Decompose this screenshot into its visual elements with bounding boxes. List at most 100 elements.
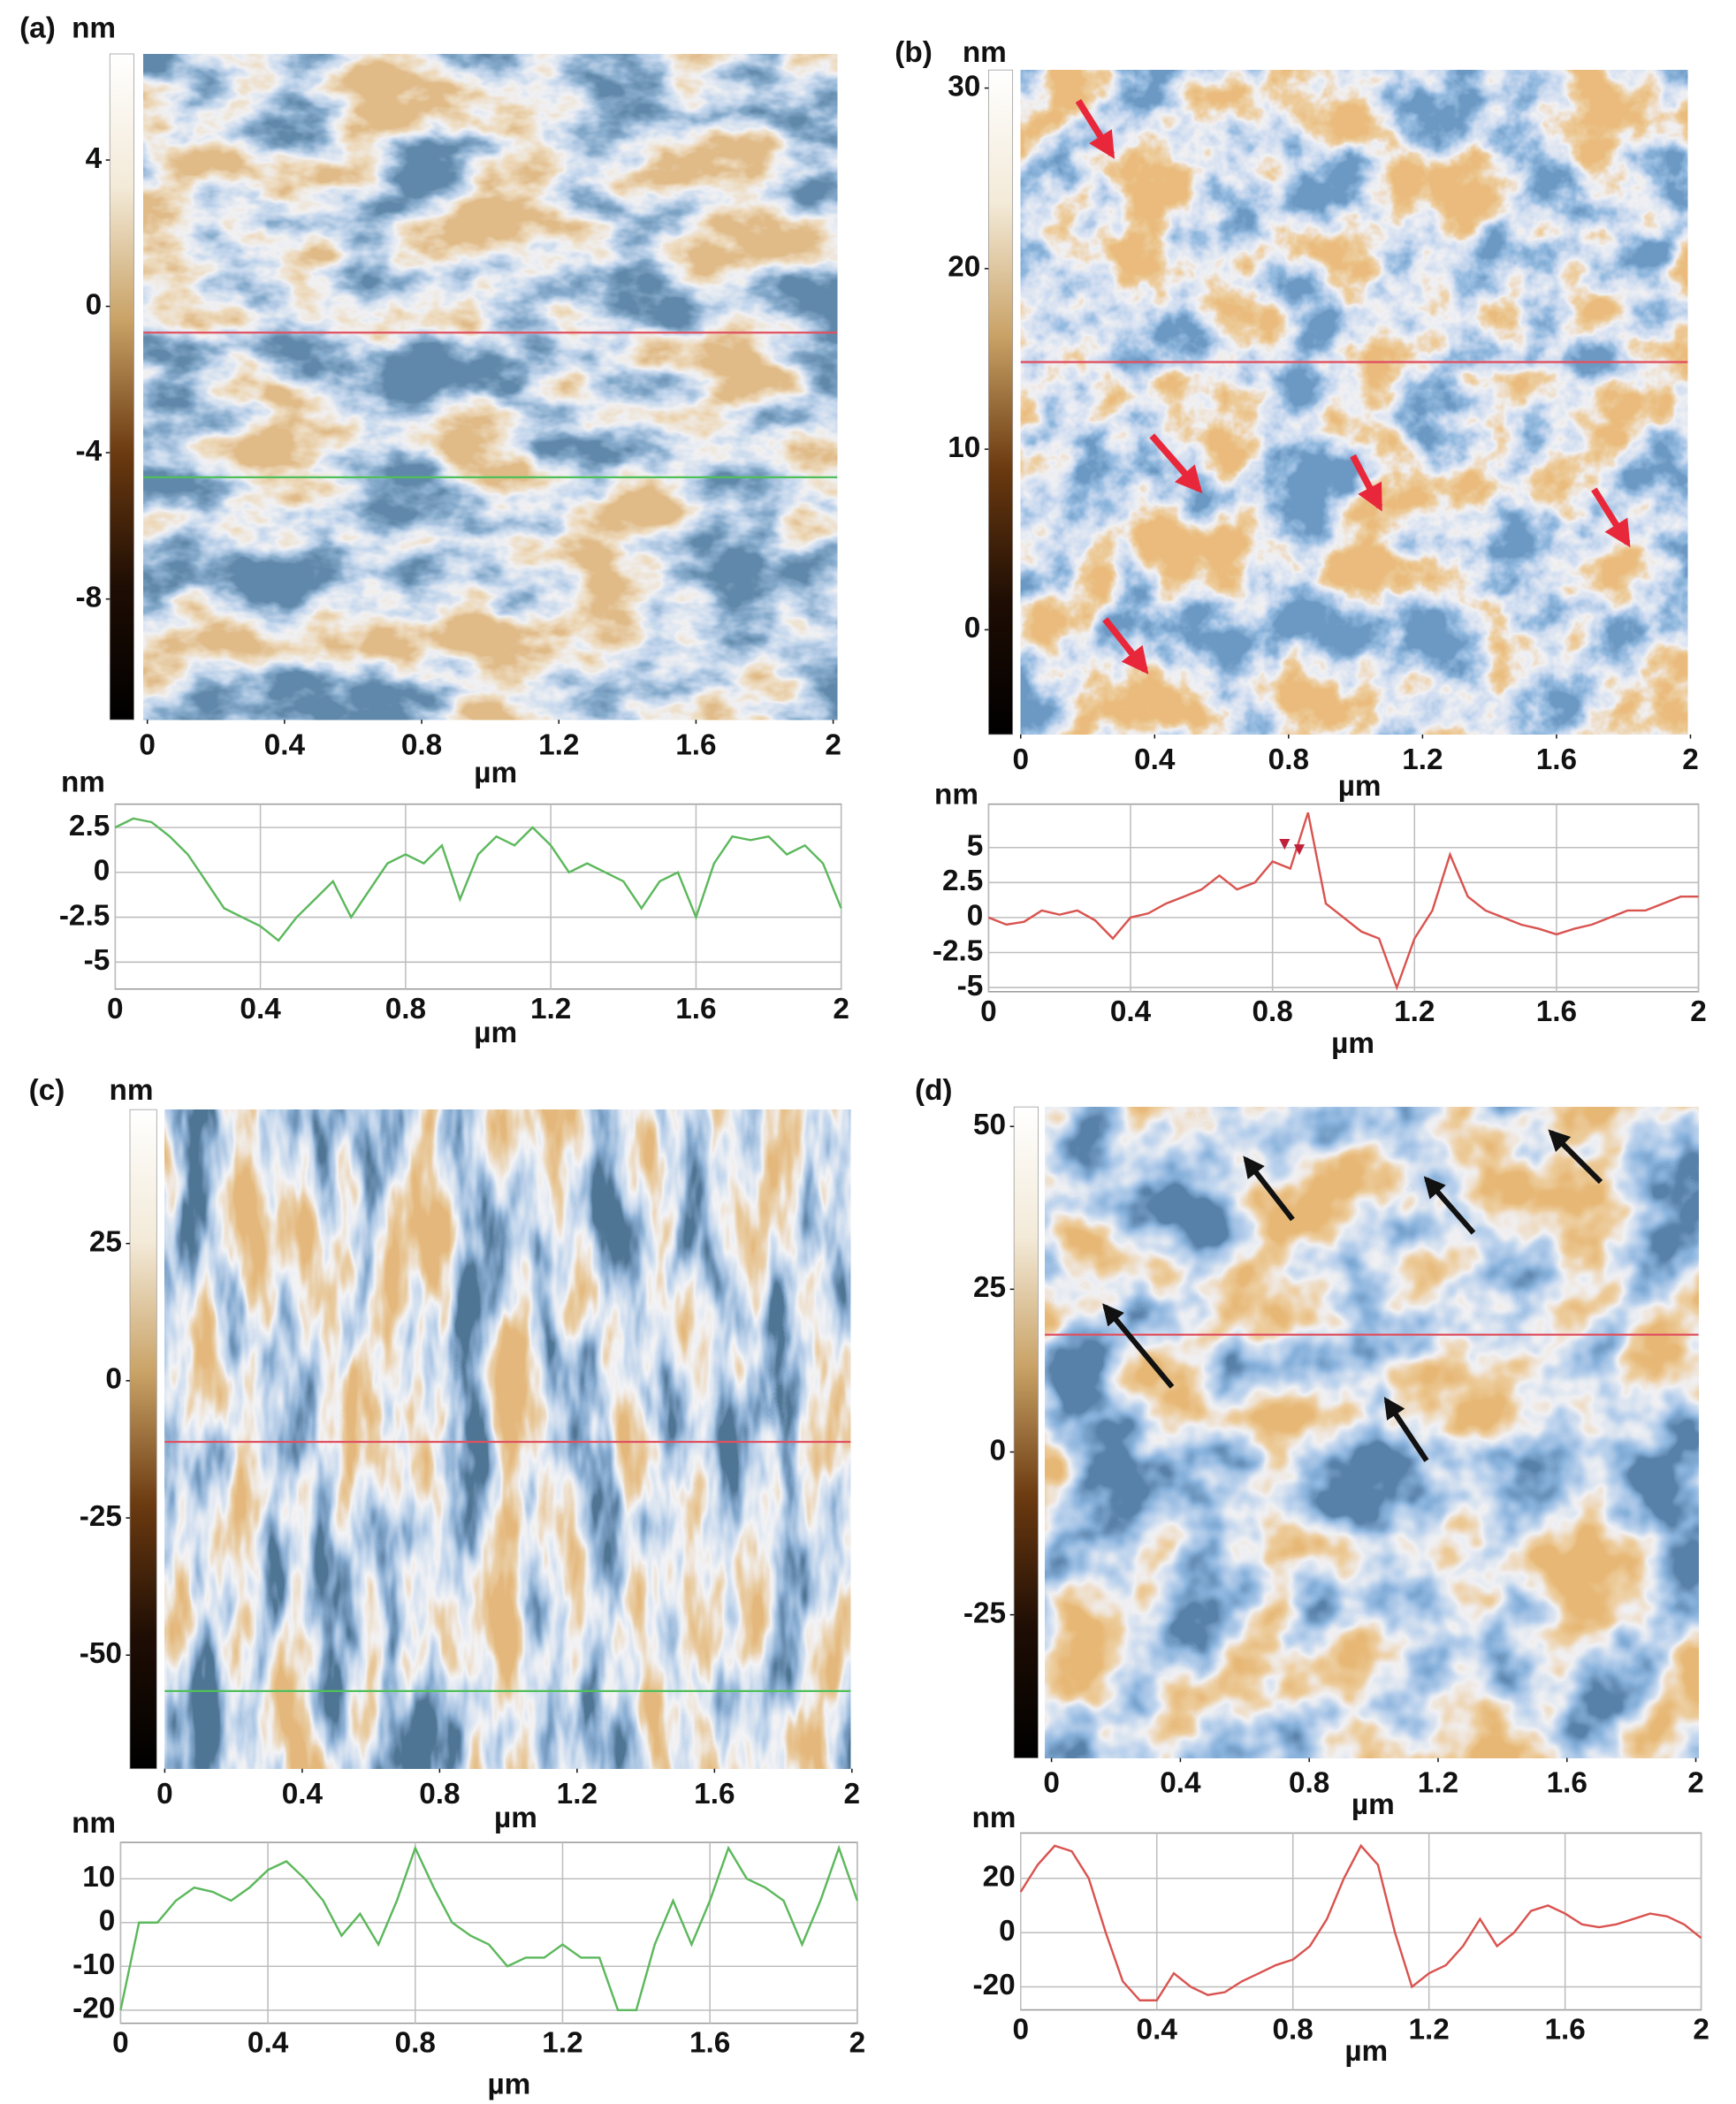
y-axis-label: nm	[72, 1807, 116, 1840]
x-tick-label: 1.2	[1408, 2014, 1449, 2047]
x-tick-label: 0	[1012, 2014, 1029, 2047]
profile-curve	[1019, 1843, 1702, 2001]
annotations	[143, 99, 1699, 1692]
cursor-markers	[1279, 839, 1306, 856]
y-tick-label: 2.5	[942, 865, 983, 897]
y-axis-label: nm	[971, 1802, 1016, 1834]
x-tick-label: 1.2	[542, 2027, 582, 2060]
y-tick-label: 0	[967, 900, 984, 933]
x-tick-label: 0	[139, 728, 156, 761]
colorbar-tick-label: 20	[948, 251, 980, 284]
colorbar-tick-label: -8	[76, 581, 103, 614]
y-tick-label: -20	[72, 1993, 115, 2025]
colorbar	[129, 1109, 157, 1770]
x-tick-label: 0.8	[1273, 2014, 1313, 2047]
plot-area	[1020, 1832, 1702, 2011]
x-tick-label: 0.8	[385, 993, 426, 1025]
colorbar-tick-label: -25	[80, 1500, 122, 1533]
panel-label: (a)	[19, 12, 56, 45]
x-axis-label: µm	[474, 1017, 517, 1049]
x-axis-label: µm	[494, 1802, 537, 1834]
panel-label: (d)	[915, 1074, 953, 1107]
arrows	[1102, 1129, 1603, 1462]
y-tick-label: 0	[94, 855, 110, 888]
afm-image	[164, 1109, 851, 1769]
profile-curve	[119, 1844, 859, 2012]
colorbar-tick-label: -50	[80, 1637, 122, 1670]
x-tick-label: 1.2	[1402, 743, 1443, 776]
y-tick-label: -2.5	[59, 899, 110, 932]
x-tick-label: 0.4	[1134, 743, 1176, 776]
x-tick-label: 0	[1043, 1767, 1060, 1800]
y-tick-label: 0	[99, 1905, 116, 1938]
y-tick-label: 5	[967, 830, 984, 863]
x-axis-label: µm	[1344, 2035, 1388, 2068]
arrows	[1075, 99, 1631, 675]
y-tick-label: 2.5	[69, 810, 110, 842]
x-tick-label: 2	[825, 728, 841, 761]
x-tick-label: 0.4	[247, 2027, 289, 2060]
y-tick-label: 20	[983, 1861, 1016, 1894]
profile-curve	[987, 812, 1699, 991]
colorbar-tick-label: 4	[86, 142, 103, 175]
x-tick-label: 0	[1012, 743, 1029, 776]
x-tick-label: 1.2	[538, 728, 579, 761]
colorbar-tick-label: 0	[105, 1363, 122, 1396]
x-axis-label: µm	[474, 757, 517, 789]
x-tick-label: 2	[844, 1778, 861, 1811]
x-tick-label: 1.6	[675, 993, 716, 1025]
x-tick-label: 1.2	[557, 1778, 598, 1811]
panel-label: (c)	[29, 1074, 65, 1107]
x-tick-label: 2	[849, 2027, 866, 2060]
x-tick-label: 0.8	[395, 2027, 436, 2060]
x-tick-label: 0.4	[240, 993, 281, 1025]
x-tick-label: 2	[1682, 743, 1699, 776]
x-axis-label: µm	[1338, 770, 1382, 803]
x-tick-label: 0.8	[1268, 743, 1309, 776]
y-tick-label: -5	[957, 970, 984, 1002]
afm-image	[1045, 1107, 1699, 1758]
x-tick-label: 2	[833, 993, 849, 1025]
panel-label: (b)	[895, 36, 933, 69]
colorbar	[988, 69, 1014, 736]
x-tick-label: 1.6	[1547, 1767, 1588, 1800]
x-tick-label: 0.4	[264, 728, 306, 761]
x-tick-label: 0.8	[419, 1778, 460, 1811]
x-tick-label: 0.4	[1110, 995, 1152, 1028]
x-tick-label: 0	[980, 995, 997, 1028]
x-tick-label: 1.6	[1536, 743, 1577, 776]
x-tick-label: 1.6	[1544, 2014, 1585, 2047]
y-tick-label: -10	[72, 1948, 115, 1981]
y-tick-label: 0	[999, 1915, 1016, 1948]
x-tick-label: 0.4	[282, 1778, 324, 1811]
x-tick-label: 0.8	[401, 728, 442, 761]
profile-curve	[114, 817, 842, 942]
colorbar-tick-label: 0	[964, 612, 981, 644]
y-axis-label: nm	[934, 778, 978, 811]
colorbar-tick-label: 25	[89, 1225, 122, 1258]
y-tick-label: -2.5	[933, 934, 983, 967]
colorbar-tick-label: -25	[963, 1597, 1006, 1629]
x-tick-label: 1.6	[694, 1778, 735, 1811]
colorbar-label: nm	[963, 36, 1007, 69]
colorbar-tick-label: 50	[973, 1109, 1006, 1141]
y-tick-label: 10	[82, 1861, 115, 1894]
plot-area	[119, 1841, 858, 2024]
x-tick-label: 0	[112, 2027, 129, 2060]
x-tick-label: 1.2	[1394, 995, 1435, 1028]
colorbar-tick-label: 10	[948, 431, 980, 464]
y-axis-label: nm	[61, 766, 105, 799]
x-tick-label: 1.6	[675, 728, 716, 761]
colorbar-label: nm	[72, 12, 116, 45]
plot-area	[114, 803, 842, 990]
x-tick-label: 0.8	[1289, 1767, 1329, 1800]
x-tick-label: 0.8	[1252, 995, 1292, 1028]
x-tick-label: 0.4	[1137, 2014, 1178, 2047]
x-tick-label: 0	[107, 993, 124, 1025]
x-tick-label: 2	[1693, 2014, 1709, 2047]
x-axis-label: µm	[1351, 1788, 1395, 1821]
plot-area	[987, 803, 1700, 993]
x-tick-label: 2	[1687, 1767, 1704, 1800]
